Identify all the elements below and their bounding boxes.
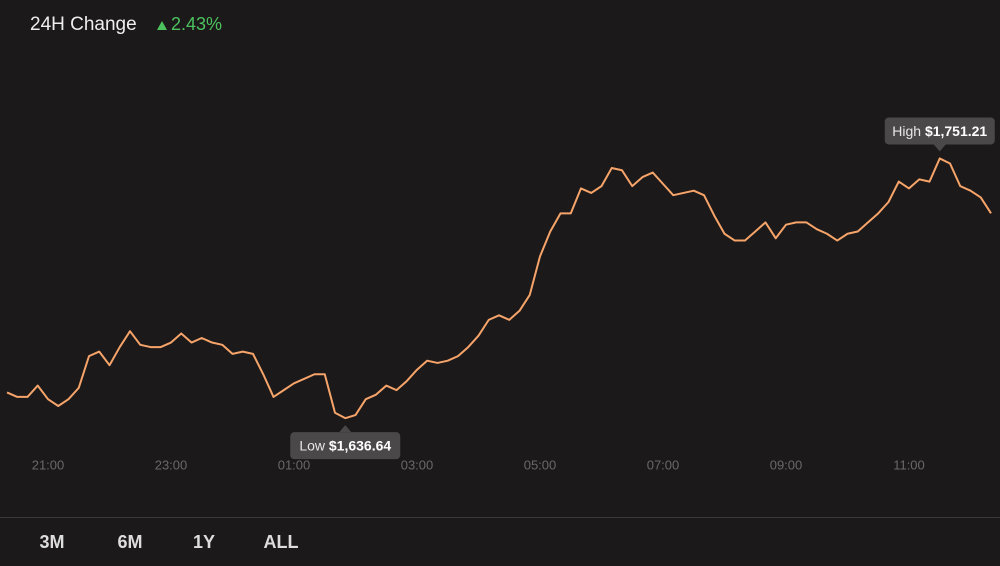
x-tick-label: 23:00 <box>155 457 188 472</box>
tooltip-value: $1,751.21 <box>925 123 987 139</box>
tooltip-low: Low $1,636.64 <box>290 425 401 460</box>
tooltip-box <box>290 432 401 460</box>
tooltip-label: Low <box>299 437 326 453</box>
change-value: 2.43% <box>171 14 222 34</box>
range-button[interactable]: 1Y <box>193 532 215 552</box>
tooltip-box <box>884 117 995 145</box>
tooltip-label: High <box>892 123 921 139</box>
x-tick-label: 05:00 <box>524 457 557 472</box>
change-label: 24H Change <box>30 14 137 35</box>
plot: 21:00 23:00 01:00 03:00 05:00 07:00 09:00 11:00… <box>6 117 995 472</box>
tooltip-high: High $1,751.21 <box>884 117 995 152</box>
x-tick-label: 03:00 <box>401 457 434 472</box>
tooltip-pointer <box>933 144 946 152</box>
range-button[interactable]: 3M <box>39 532 64 552</box>
x-tick-label: 09:00 <box>770 457 803 472</box>
x-tick-label: 21:00 <box>32 457 65 472</box>
range-button[interactable]: ALL <box>264 532 299 552</box>
x-tick-label: 11:00 <box>893 457 925 472</box>
x-tick-label: 01:00 <box>278 457 311 472</box>
tooltip-value: $1,636.64 <box>329 437 391 453</box>
tooltip-pointer <box>339 425 352 433</box>
price-line <box>6 157 992 420</box>
range-buttons: 3M 6M 1Y ALL <box>39 532 298 552</box>
tooltip-text: High $1,751.21 <box>892 123 987 139</box>
tooltip-text: Low $1,636.64 <box>299 437 391 453</box>
up-arrow <box>157 21 167 30</box>
range-button[interactable]: 6M <box>117 532 142 552</box>
x-tick-label: 07:00 <box>647 457 680 472</box>
